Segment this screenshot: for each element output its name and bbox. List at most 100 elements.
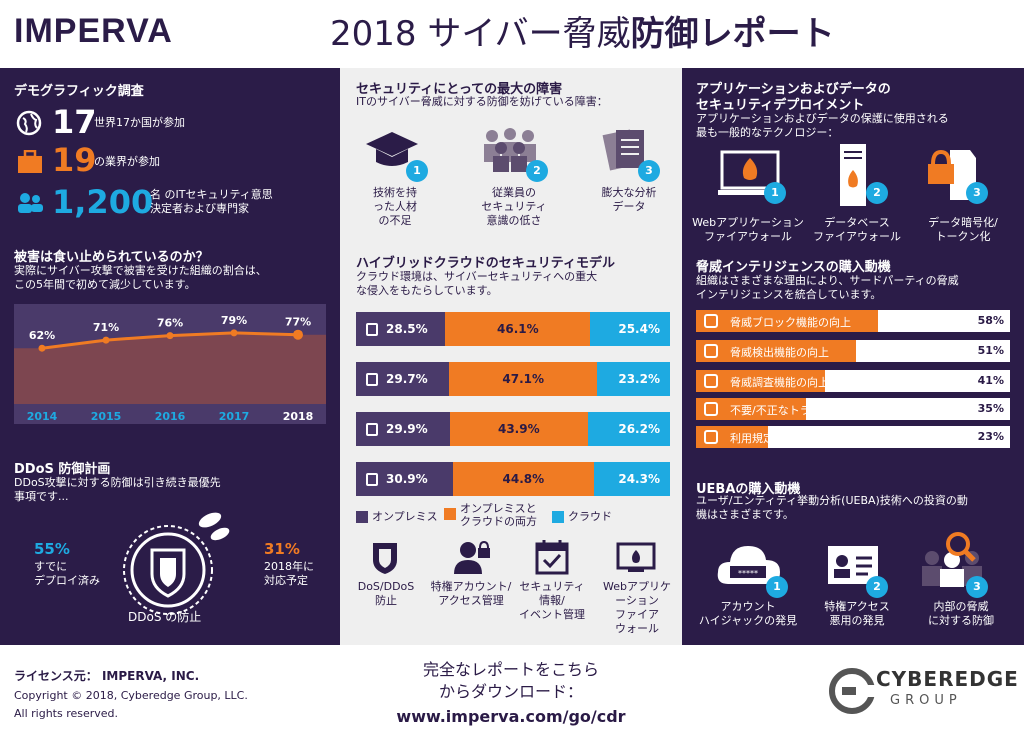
hybrid-bar-row: 30.9% 44.8% 24.3% [356, 462, 670, 496]
hybrid-icon-3-label: セキュリティ 情報/イベント管理 [519, 580, 585, 621]
hybrid-onprem-value: 29.9% [386, 422, 428, 436]
documents-icon [602, 129, 644, 171]
title-year: 2018 [330, 14, 417, 54]
threat-intel-bar-value: 41% [977, 374, 1004, 387]
ddos-planned-pct: 31% [264, 540, 300, 558]
appdata-desc-2: 最も一般的なテクノロジー： [696, 126, 839, 139]
hybrid-onprem-value: 29.7% [386, 372, 428, 386]
download-line-2: からダウンロード： [438, 682, 583, 701]
threat-intel-bar-fill [696, 310, 879, 332]
hybrid-onprem-segment: 29.9% [356, 412, 450, 446]
hybrid-both-segment: 46.1% [445, 312, 591, 346]
shield-icon [366, 322, 378, 336]
ddos-deployed-text-2: デプロイ済み [34, 574, 100, 587]
magnifier-icon [704, 374, 718, 388]
appdata-title-2: セキュリティデプロイメント [696, 98, 865, 113]
threat-intel-title: 脅威インテリジェンスの購入動機 [696, 260, 891, 275]
threat-intel-bar-label: 脅威調査機能の向上 [730, 376, 829, 389]
threat-intel-bar: 利用規定の運用向上 23% [696, 426, 1010, 448]
obstacle-3-number: 3 [638, 160, 660, 182]
imperva-logo: IMPERVA [14, 12, 173, 50]
appdata-title-1: アプリケーションおよびデータの [696, 82, 891, 97]
legend-onprem-swatch [356, 511, 368, 523]
hybrid-cloud-segment: 25.4% [590, 312, 670, 346]
ddos-planned-text-2: 対応予定 [264, 574, 308, 587]
threat-intel-bar-label: 脅威検出機能の向上 [730, 346, 829, 359]
hybrid-onprem-value: 30.9% [386, 472, 428, 486]
chart-data-label: 79% [221, 314, 247, 327]
threat-intel-bar-value: 23% [977, 430, 1004, 443]
title-light: サイバー脅威 [427, 14, 631, 54]
ddos-deployed-text-1: すでに [34, 560, 68, 573]
hybrid-bar-row: 28.5% 46.1% 25.4% [356, 312, 670, 346]
damage-desc-1: 実際にサイバー攻撃で被害を受けた組織の割合は、 [14, 264, 267, 277]
hybrid-legend: オンプレミス [356, 508, 438, 524]
threat-intel-desc-1: 組織はさまざまな理由により、サードパーティの脅威 [696, 274, 959, 287]
ueba-2-number: 2 [866, 576, 888, 598]
license-text: ライセンス元： IMPERVA, INC. [14, 669, 200, 683]
threat-intel-bar-fill [696, 398, 806, 420]
ueba-3-number: 3 [966, 576, 988, 598]
chart-data-label: 62% [29, 329, 55, 342]
privileged-user-icon [454, 540, 490, 574]
hybrid-cloud-segment: 23.2% [597, 362, 670, 396]
appdata-1-label: Webアプリケーション ファイアウォール [692, 216, 804, 243]
legend-cloud-swatch [552, 511, 564, 523]
chart-x-tick: 2018 [283, 410, 314, 423]
hybrid-both-segment: 44.8% [453, 462, 594, 496]
cloud-password-icon: ***** [717, 546, 780, 584]
legend-both: オンプレミスと クラウドの両方 [444, 502, 537, 528]
ueba-desc-2: 機はさまざまです。 [696, 508, 794, 521]
chart-data-label: 76% [157, 317, 183, 330]
threat-intel-bar-label: 利用規定の運用向上 [730, 432, 829, 445]
people-text-2: 決定者および専門家 [150, 202, 249, 215]
car-icon [704, 402, 718, 416]
appdata-3-number: 3 [966, 182, 988, 204]
dos-shield-icon [373, 543, 397, 574]
chart-data-label: 71% [93, 321, 119, 334]
lock-icon [704, 430, 718, 444]
right-panel: アプリケーションおよびデータの セキュリティデプロイメント アプリケーションおよ… [682, 68, 1024, 645]
threat-intel-bar-fill [696, 340, 857, 362]
threat-intel-bar: 脅威ブロック機能の向上 58% [696, 310, 1010, 332]
hybrid-icon-4-label: Webアプリケ ーション ファイア ウォール [603, 580, 671, 635]
ddos-deployed-pct: 55% [34, 540, 70, 558]
hybrid-onprem-segment: 28.5% [356, 312, 446, 346]
hybrid-cloud-segment: 24.3% [593, 462, 670, 496]
ddos-center-label: DDoS の防止 [128, 610, 202, 624]
ueba-desc-1: ユーザ/エンティティ挙動分析(UEBA)技術への投資の動 [696, 494, 968, 507]
ueba-1-number: 1 [766, 576, 788, 598]
employees-icon [484, 128, 536, 172]
cyberedge-logo-icon [829, 668, 876, 714]
ddos-shield-icon [123, 512, 230, 615]
calendar-check-icon [535, 540, 569, 575]
ddos-desc-2: 事項です... [14, 490, 69, 503]
threat-intel-bar-value: 35% [977, 402, 1004, 415]
report-url-link[interactable]: www.imperva.com/go/cdr [396, 707, 626, 726]
threat-intel-bar: 不要/不正なトラフィックの削減 35% [696, 398, 1010, 420]
download-line-1: 完全なレポートをこちら [422, 660, 599, 679]
legend-cloud: クラウド [568, 510, 612, 523]
threat-intel-bar-value: 51% [977, 344, 1004, 357]
ddos-title: DDoS 防御計画 [14, 462, 111, 477]
appdata-3-label: データ暗号化/トークン化 [928, 216, 998, 243]
scan-icon [704, 344, 718, 358]
web-firewall-icon [616, 542, 656, 572]
ueba-title: UEBAの購入動機 [696, 482, 801, 497]
appdata-desc-1: アプリケーションおよびデータの保護に使用される [696, 112, 949, 125]
appdata-1-number: 1 [764, 182, 786, 204]
people-text-1: 名 のITセキュリティ意思 [150, 188, 273, 201]
chart-x-tick: 2016 [155, 410, 186, 423]
shield-icon [704, 314, 718, 328]
threat-intel-bar-value: 58% [977, 314, 1004, 327]
ddos-desc-1: DDoS攻撃に対する防御は引き続き最優先 [14, 476, 221, 489]
obstacle-3-label: 膨大な分析 データ [601, 186, 657, 213]
people-icon [18, 193, 43, 213]
chart-point [102, 336, 110, 344]
threat-intel-desc-2: インテリジェンスを統合しています。 [696, 288, 882, 301]
hybrid-title: ハイブリッドクラウドのセキュリティモデル [356, 256, 615, 271]
hybrid-onprem-segment: 29.7% [356, 362, 450, 396]
web-app-firewall-icon [718, 150, 782, 195]
rights-text: All rights reserved. [14, 707, 119, 720]
password-mask: ***** [738, 569, 758, 578]
